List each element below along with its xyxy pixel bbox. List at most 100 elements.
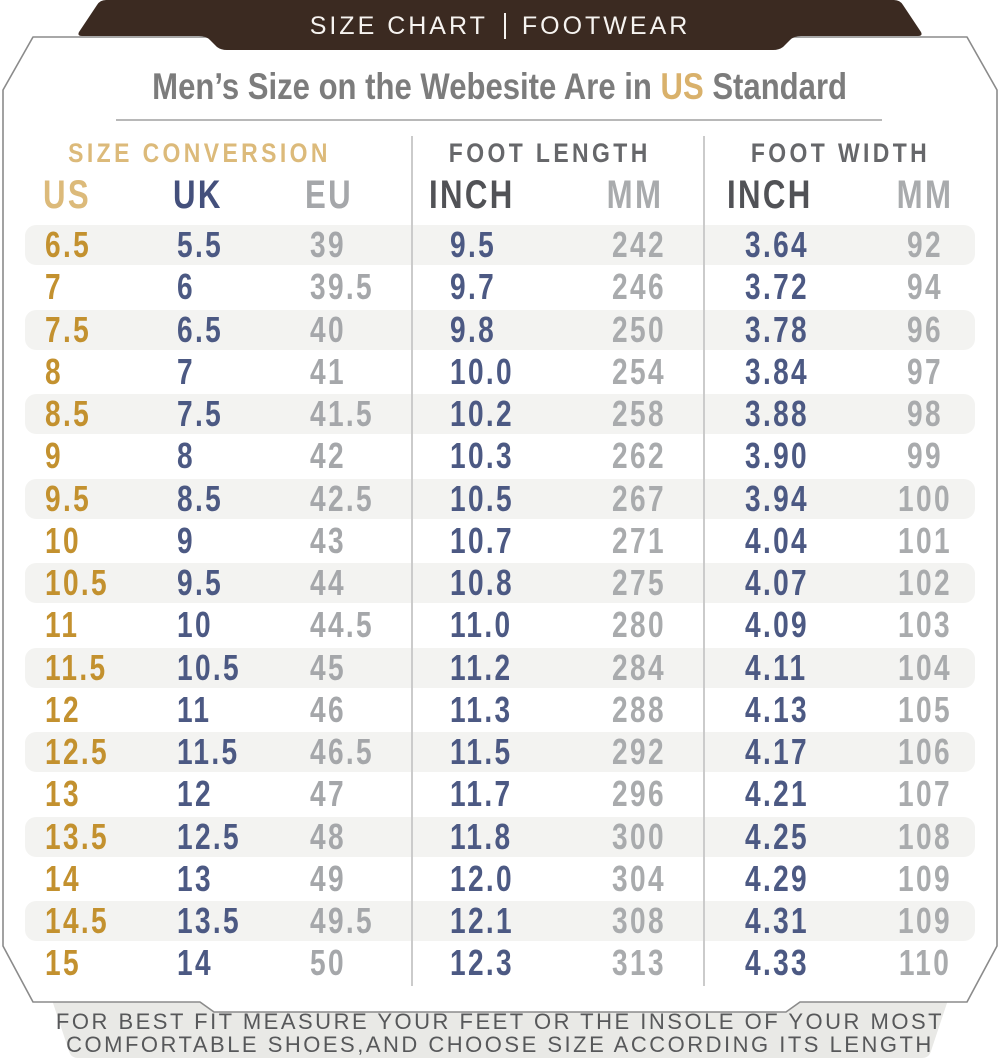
- cell-mm-len: 246: [612, 266, 666, 308]
- table-row: 8 7 41 10.0 254 3.84 97: [0, 351, 1000, 393]
- cell-uk: 10.5: [177, 646, 242, 688]
- table-row: 10.5 9.5 44 10.8 275 4.07 102: [0, 562, 1000, 604]
- table-row: 7 6 39.5 9.7 246 3.72 94: [0, 266, 1000, 308]
- cell-mm-len: 267: [612, 477, 666, 519]
- cell-eu: 44: [310, 562, 346, 603]
- cell-us: 13: [45, 773, 81, 815]
- cell-us: 14: [45, 857, 81, 899]
- column-header-uk: UK: [173, 173, 223, 217]
- cell-inch-len: 11.5: [450, 731, 513, 772]
- cell-mm-wid: 110: [898, 942, 952, 984]
- table-row: 12 11 46 11.3 288 4.13 105: [0, 689, 1000, 731]
- cell-inch-wid: 3.78: [745, 308, 810, 350]
- cell-us: 11.5: [45, 646, 108, 688]
- cell-inch-len: 12.3: [450, 942, 515, 984]
- cell-mm-wid: 92: [907, 224, 943, 265]
- top-banner-shape: [78, 0, 922, 50]
- banner-left-label: SIZE CHART: [309, 11, 488, 40]
- column-header-inch-len: INCH: [429, 173, 515, 217]
- cell-uk: 14: [177, 942, 213, 984]
- cell-uk: 6: [177, 266, 195, 308]
- cell-uk: 5.5: [177, 224, 224, 265]
- cell-us: 13.5: [45, 815, 110, 857]
- cell-inch-wid: 4.17: [745, 731, 810, 772]
- cell-us: 12: [45, 688, 81, 730]
- cell-inch-len: 9.5: [450, 224, 497, 265]
- cell-us: 12.5: [45, 731, 110, 772]
- title-underline: [116, 119, 882, 121]
- cell-mm-wid: 109: [898, 900, 952, 941]
- cell-uk: 13: [177, 857, 213, 899]
- cell-uk: 9: [177, 519, 195, 561]
- cell-eu: 49: [310, 857, 346, 899]
- cell-inch-len: 12.0: [450, 857, 515, 899]
- cell-mm-len: 304: [612, 857, 666, 899]
- cell-inch-len: 9.8: [450, 308, 497, 350]
- table-row: 13.5 12.5 48 11.8 300 4.25 108: [0, 816, 1000, 858]
- cell-eu: 49.5: [310, 900, 375, 941]
- cell-mm-wid: 107: [898, 773, 952, 815]
- cell-mm-wid: 104: [898, 646, 952, 688]
- cell-inch-wid: 3.84: [745, 350, 810, 392]
- cell-uk: 7: [177, 350, 195, 392]
- cell-inch-wid: 4.13: [745, 688, 810, 730]
- cell-inch-len: 10.0: [450, 350, 515, 392]
- table-row: 9.5 8.5 42.5 10.5 267 3.94 100: [0, 478, 1000, 520]
- cell-mm-len: 242: [612, 224, 666, 265]
- table-row: 11 10 44.5 11.0 280 4.09 103: [0, 604, 1000, 646]
- cell-eu: 46.5: [310, 731, 375, 772]
- cell-inch-wid: 3.72: [745, 266, 810, 308]
- cell-uk: 8.5: [177, 477, 224, 519]
- cell-inch-len: 11.0: [450, 604, 513, 646]
- banner-divider: [503, 13, 506, 39]
- table-row: 11.5 10.5 45 11.2 284 4.11 104: [0, 647, 1000, 689]
- cell-us: 9: [45, 435, 63, 477]
- page-title: Men’s Size on the Webesite Are in US Sta…: [0, 66, 1000, 108]
- cell-mm-len: 308: [612, 900, 666, 941]
- cell-mm-len: 258: [612, 393, 666, 434]
- cell-mm-len: 271: [612, 519, 666, 561]
- cell-inch-wid: 4.29: [745, 857, 810, 899]
- cell-us: 10: [45, 519, 81, 561]
- cell-mm-wid: 99: [907, 435, 943, 477]
- cell-inch-len: 10.2: [450, 393, 515, 434]
- column-header-inch-wid: INCH: [727, 173, 813, 217]
- cell-us: 15: [45, 942, 81, 984]
- table-row: 8.5 7.5 41.5 10.2 258 3.88 98: [0, 393, 1000, 435]
- cell-mm-len: 288: [612, 688, 666, 730]
- cell-mm-len: 284: [612, 646, 666, 688]
- column-header-mm-len: MM: [606, 173, 664, 217]
- cell-us: 8: [45, 350, 63, 392]
- footer-note: FOR BEST FIT MEASURE YOUR FEET OR THE IN…: [0, 1010, 1000, 1056]
- group-header-foot-width: FOOT WIDTH: [750, 138, 930, 168]
- cell-inch-len: 11.2: [450, 646, 513, 688]
- cell-mm-len: 292: [612, 731, 666, 772]
- cell-uk: 12.5: [177, 815, 242, 857]
- cell-mm-wid: 94: [907, 266, 943, 308]
- cell-inch-wid: 3.64: [745, 224, 810, 265]
- cell-uk: 9.5: [177, 562, 224, 603]
- table-row: 14 13 49 12.0 304 4.29 109: [0, 858, 1000, 900]
- cell-eu: 44.5: [310, 604, 375, 646]
- cell-mm-wid: 101: [898, 519, 952, 561]
- cell-inch-wid: 4.07: [745, 562, 810, 603]
- cell-us: 9.5: [45, 477, 92, 519]
- cell-eu: 42: [310, 435, 346, 477]
- cell-inch-wid: 4.09: [745, 604, 810, 646]
- cell-inch-wid: 3.94: [745, 477, 810, 519]
- column-header-mm-wid: MM: [896, 173, 954, 217]
- table-row: 14.5 13.5 49.5 12.1 308 4.31 109: [0, 900, 1000, 942]
- cell-inch-wid: 4.21: [745, 773, 810, 815]
- cell-mm-wid: 105: [898, 688, 952, 730]
- size-table-body: 6.5 5.5 39 9.5 242 3.64 92 7 6 39.5 9.7 246 3.72 94 7.…: [0, 224, 1000, 985]
- table-row: 15 14 50 12.3 313 4.33 110: [0, 942, 1000, 984]
- cell-mm-wid: 108: [898, 815, 952, 857]
- cell-us: 6.5: [45, 224, 92, 265]
- cell-us: 11: [45, 604, 80, 646]
- group-header-row: SIZE CONVERSION FOOT LENGTH FOOT WIDTH: [0, 136, 1000, 170]
- cell-inch-len: 12.1: [450, 900, 515, 941]
- table-row: 6.5 5.5 39 9.5 242 3.64 92: [0, 224, 1000, 266]
- cell-mm-wid: 106: [898, 731, 952, 772]
- cell-mm-len: 313: [612, 942, 666, 984]
